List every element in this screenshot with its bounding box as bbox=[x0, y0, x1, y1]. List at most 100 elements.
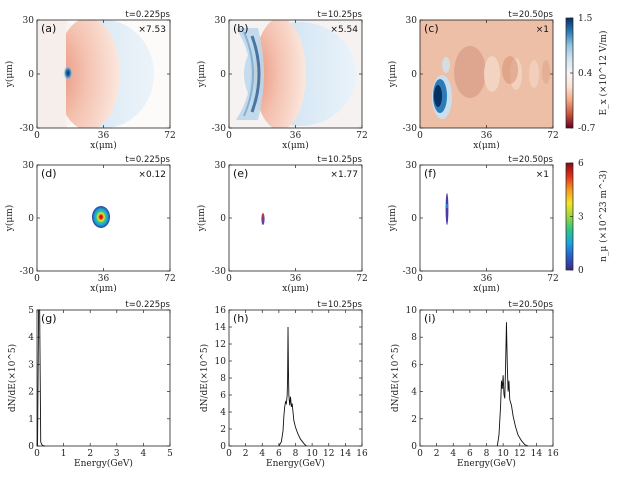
y-tick-label: -30 bbox=[403, 267, 418, 277]
y-tick-label: 10 bbox=[406, 306, 418, 316]
x-tick-label: 4 bbox=[141, 449, 147, 459]
panel-i-frame bbox=[419, 309, 554, 447]
density-row bbox=[37, 165, 553, 271]
x-tick-label: 0 bbox=[417, 131, 423, 141]
x-tick-label: 72 bbox=[547, 274, 558, 284]
panel-d-scale: ×0.12 bbox=[138, 170, 166, 180]
x-tick-label: 72 bbox=[164, 131, 175, 141]
y-tick-label: 0 bbox=[220, 70, 226, 80]
x-tick-label: 12 bbox=[514, 449, 525, 459]
y-axis-label: y(μm) bbox=[4, 205, 15, 233]
x-tick-label: 0 bbox=[417, 274, 423, 284]
y-tick-label: 4 bbox=[28, 333, 34, 343]
x-tick-label: 72 bbox=[356, 131, 367, 141]
panel-i-time: t=20.50ps bbox=[508, 300, 553, 310]
y-tick-label: 8 bbox=[220, 374, 226, 384]
x-tick-label: 10 bbox=[306, 449, 318, 459]
x-tick-label: 0 bbox=[34, 274, 40, 284]
x-axis-label: Energy(GeV) bbox=[74, 458, 133, 469]
colorbar-tick-label: 3 bbox=[578, 213, 584, 223]
x-tick-label: 6 bbox=[276, 449, 282, 459]
panel-f-density-frame-bg bbox=[420, 165, 553, 271]
panel-a-field-image bbox=[37, 20, 170, 128]
x-tick-label: 36 bbox=[290, 274, 302, 284]
panel-g-frame bbox=[36, 309, 171, 447]
panel-f-label: (f) bbox=[424, 167, 436, 180]
y-tick-label: -30 bbox=[403, 124, 418, 134]
panel-i-label: (i) bbox=[424, 312, 436, 325]
x-tick-label: 2 bbox=[434, 449, 440, 459]
x-tick-label: 16 bbox=[547, 449, 559, 459]
panel-b-label: (b) bbox=[233, 22, 249, 35]
y-tick-label: 8 bbox=[411, 333, 417, 343]
panel-f-time: t=20.50ps bbox=[508, 155, 553, 165]
panel-e-density-blob bbox=[261, 213, 265, 225]
colorbar-tick-label: 1.5 bbox=[578, 14, 593, 24]
y-tick-label: 2 bbox=[411, 415, 417, 425]
x-axis-label: x(μm) bbox=[90, 140, 116, 151]
x-tick-label: 3 bbox=[114, 449, 120, 459]
y-axis-label: y(μm) bbox=[4, 61, 15, 89]
panel-b-field-image bbox=[229, 20, 362, 128]
x-tick-label: 1 bbox=[61, 449, 67, 459]
colorbar-tick-label: -0.7 bbox=[578, 124, 596, 134]
x-tick-label: 72 bbox=[164, 274, 175, 284]
x-tick-label: 36 bbox=[481, 274, 493, 284]
y-tick-label: 0 bbox=[220, 214, 226, 224]
panel-h-label: (h) bbox=[233, 312, 249, 325]
x-tick-label: 0 bbox=[226, 131, 232, 141]
x-tick-label: 14 bbox=[531, 449, 543, 459]
x-tick-label: 14 bbox=[340, 449, 352, 459]
x-tick-label: 0 bbox=[226, 274, 232, 284]
density-colorbar-label: n_μ (×10^23 m^-3) bbox=[598, 170, 609, 262]
x-tick-label: 2 bbox=[243, 449, 249, 459]
y-tick-label: 4 bbox=[411, 388, 417, 398]
x-tick-label: 12 bbox=[323, 449, 334, 459]
y-tick-label: 1 bbox=[28, 415, 34, 425]
x-tick-label: 8 bbox=[484, 449, 490, 459]
y-tick-label: 30 bbox=[23, 161, 35, 171]
x-axis-label: Energy(GeV) bbox=[457, 458, 516, 469]
x-tick-label: 36 bbox=[290, 131, 302, 141]
y-axis-label: y(μm) bbox=[387, 205, 398, 233]
x-tick-label: 36 bbox=[98, 131, 110, 141]
x-tick-label: 4 bbox=[259, 449, 265, 459]
colorbar-tick-label: 6 bbox=[578, 159, 584, 169]
y-tick-label: 2 bbox=[28, 388, 34, 398]
panel-b-time: t=10.25ps bbox=[317, 10, 362, 20]
y-tick-label: 14 bbox=[215, 323, 227, 333]
x-tick-label: 36 bbox=[98, 274, 110, 284]
y-tick-label: -30 bbox=[212, 267, 227, 277]
x-axis-label: x(μm) bbox=[90, 283, 116, 294]
y-tick-label: 0 bbox=[220, 442, 226, 452]
y-axis-label: y(μm) bbox=[196, 61, 207, 89]
panel-d-time: t=0.225ps bbox=[125, 155, 170, 165]
y-axis-label: dN/dE(×10^5) bbox=[390, 344, 401, 412]
y-tick-label: 30 bbox=[215, 16, 227, 26]
y-tick-label: 10 bbox=[215, 357, 227, 367]
x-tick-label: 0 bbox=[34, 131, 40, 141]
y-tick-label: 2 bbox=[220, 425, 226, 435]
panel-g-label: (g) bbox=[41, 312, 57, 325]
panel-c-scale: ×1 bbox=[536, 25, 549, 35]
x-axis-label: Energy(GeV) bbox=[266, 458, 325, 469]
x-tick-label: 8 bbox=[293, 449, 299, 459]
panel-f-scale: ×1 bbox=[536, 170, 549, 180]
y-tick-label: -30 bbox=[20, 267, 35, 277]
x-tick-label: 4 bbox=[450, 449, 456, 459]
x-tick-label: 10 bbox=[497, 449, 509, 459]
spectrum-line-h bbox=[278, 326, 307, 447]
y-axis-label: dN/dE(×10^5) bbox=[199, 344, 210, 412]
y-tick-label: 0 bbox=[411, 70, 417, 80]
colorbar-tick-label: 0 bbox=[578, 266, 584, 276]
spectrum-line-g bbox=[37, 309, 45, 447]
panel-b-scale: ×5.54 bbox=[330, 25, 358, 35]
x-tick-label: 0 bbox=[417, 449, 423, 459]
y-tick-label: 0 bbox=[28, 214, 34, 224]
panel-c-label: (c) bbox=[424, 22, 439, 35]
y-tick-label: -30 bbox=[20, 124, 35, 134]
panel-e-density-frame-bg bbox=[229, 165, 362, 271]
panel-c-field-image bbox=[420, 20, 553, 128]
panel-a-time: t=0.225ps bbox=[125, 10, 170, 20]
panel-d-density-blob bbox=[92, 206, 110, 228]
